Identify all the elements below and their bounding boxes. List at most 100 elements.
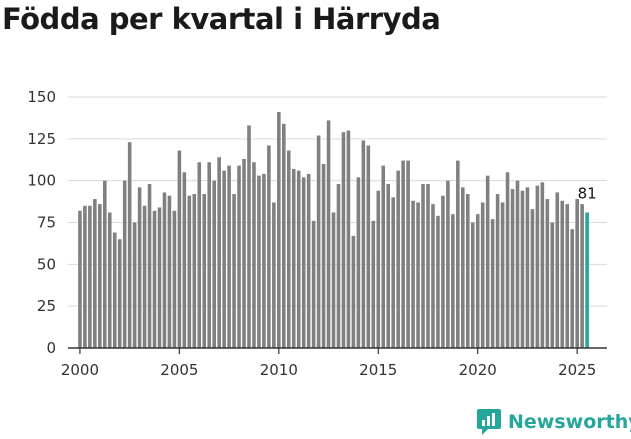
bar — [500, 202, 505, 348]
bar — [112, 232, 117, 348]
bar — [197, 162, 202, 348]
bar — [565, 204, 570, 348]
y-tick-label: 125 — [27, 130, 56, 148]
bar — [540, 182, 545, 348]
bars — [78, 112, 589, 349]
bar — [485, 175, 490, 348]
bar — [406, 160, 410, 348]
bar — [132, 222, 137, 348]
bar — [162, 192, 167, 348]
bar — [470, 222, 475, 348]
bar — [326, 120, 331, 348]
bar — [88, 205, 92, 348]
bar — [356, 177, 361, 348]
bar — [346, 130, 351, 348]
bar — [555, 192, 560, 348]
x-tick-label: 2015 — [359, 361, 397, 379]
bar — [411, 200, 415, 348]
bar — [232, 194, 236, 348]
newsworthy-logo-icon — [477, 409, 501, 435]
x-tick-label: 2020 — [459, 361, 497, 379]
bar — [142, 205, 147, 348]
bar — [212, 180, 216, 348]
y-tick-label: 25 — [37, 297, 56, 315]
bar — [172, 210, 177, 348]
bar — [311, 220, 316, 348]
bar — [510, 189, 515, 348]
bar — [490, 219, 495, 348]
bar — [386, 184, 391, 348]
bar — [381, 165, 386, 348]
bar — [291, 168, 296, 348]
bar — [575, 199, 579, 348]
bar — [585, 212, 589, 348]
bar — [272, 202, 276, 348]
bar — [371, 220, 376, 348]
bar — [341, 132, 346, 348]
bar — [182, 172, 187, 348]
bar — [416, 202, 420, 348]
bar — [286, 150, 291, 348]
bar — [103, 180, 107, 348]
bar — [351, 235, 356, 348]
bar — [137, 187, 142, 348]
bar — [237, 165, 241, 348]
bar — [421, 184, 425, 348]
bar — [187, 195, 192, 348]
bar — [192, 194, 197, 348]
bar — [515, 180, 520, 348]
bar — [446, 180, 450, 348]
bar — [147, 184, 152, 348]
bar — [296, 170, 301, 348]
bar — [451, 214, 455, 348]
bar — [98, 204, 102, 348]
brand-name: Newsworthy — [508, 411, 631, 433]
bar — [282, 123, 286, 348]
bar — [207, 162, 212, 348]
bar — [545, 199, 550, 348]
bar — [127, 142, 132, 348]
bar — [177, 150, 182, 348]
bar — [321, 163, 326, 348]
bar — [152, 210, 157, 348]
axes — [68, 347, 607, 354]
tick-labels: 0 25 50 75 100 125 150 2000 2005 2010 2015 2020 2025… — [27, 88, 596, 379]
y-tick-label: 100 — [27, 172, 56, 190]
bar — [431, 204, 435, 348]
bar — [580, 204, 584, 348]
bar — [262, 173, 266, 348]
bar — [122, 180, 127, 348]
data-label-last: 81 — [578, 184, 597, 202]
y-tick-label: 0 — [46, 339, 56, 357]
bar — [465, 194, 470, 348]
bar — [436, 215, 440, 348]
bar — [247, 125, 251, 349]
bar — [535, 185, 540, 348]
bar — [257, 175, 261, 348]
bar — [117, 239, 122, 348]
bar — [242, 158, 246, 348]
bar — [306, 173, 311, 348]
bar — [336, 184, 341, 348]
bar — [426, 184, 430, 348]
bar — [456, 160, 460, 348]
bar — [157, 207, 162, 348]
bar — [267, 145, 271, 348]
bar — [475, 214, 480, 348]
bar — [222, 170, 226, 348]
bar — [252, 162, 256, 348]
y-tick-label: 50 — [37, 255, 56, 273]
bar — [461, 187, 465, 348]
bar — [83, 205, 87, 348]
bar — [401, 160, 405, 348]
bar — [316, 135, 321, 348]
bar — [227, 165, 231, 348]
bar — [525, 187, 530, 348]
x-tick-label: 2010 — [260, 361, 298, 379]
bar — [530, 209, 535, 348]
x-tick-label: 2000 — [61, 361, 99, 379]
y-tick-label: 75 — [37, 214, 56, 232]
x-tick-label: 2025 — [558, 361, 596, 379]
bar — [391, 197, 395, 348]
bar — [495, 194, 500, 348]
